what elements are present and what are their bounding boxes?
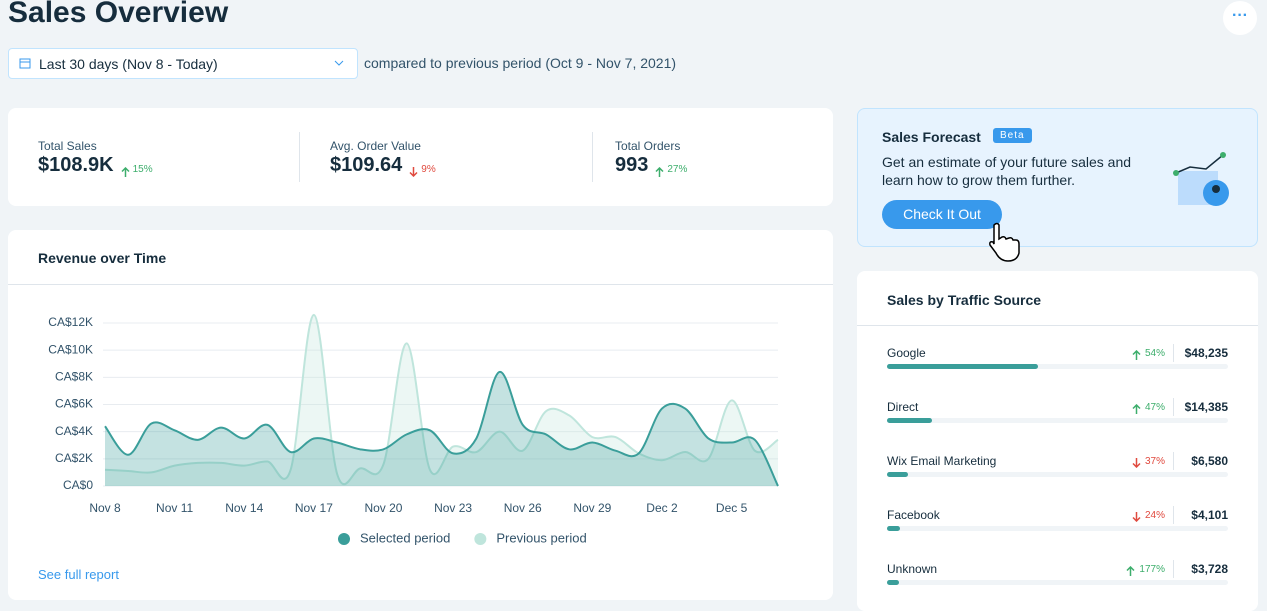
source-amount: $6,580 [1191,454,1228,468]
y-tick-label: CA$10K [48,342,93,356]
traffic-card: Sales by Traffic Source Google 54% $48,235… [857,271,1258,611]
kpi-change: 9% [421,164,436,175]
divider [8,284,833,285]
kpi-label: Total Orders [615,139,681,153]
bar-track [887,472,1228,477]
full-report-link[interactable]: See full report [38,567,119,582]
y-tick-label: CA$0 [63,478,93,492]
traffic-title: Sales by Traffic Source [887,292,1042,308]
trend-arrow [1132,455,1141,473]
more-button[interactable]: ··· [1223,1,1257,35]
legend-marker [474,533,487,545]
source-name: Facebook [887,508,940,522]
source-name: Unknown [887,562,938,576]
kpi-value: $108.9K [38,154,114,176]
kpi-card: Total Sales $108.9K 15% Avg. Order Value $10… [8,108,833,206]
x-tick-label: Nov 23 [434,501,472,515]
divider [857,325,1258,326]
source-amount: $48,235 [1184,346,1228,360]
separator [1173,344,1174,362]
share-bar [887,472,908,477]
forecast-card: Sales Forecast Beta Get an estimate of y… [857,108,1258,262]
date-range: Last 30 days (Nov 8 - Today) [39,56,218,72]
kpi-change: 15% [132,164,153,175]
source-change: 47% [1144,402,1165,413]
trend-arrow [1126,563,1135,581]
date-dropdown[interactable]: Last 30 days (Nov 8 - Today) [8,48,358,79]
series-line [104,370,779,487]
x-tick-label: Nov 14 [225,501,263,515]
trend-arrow [655,164,664,182]
legend-label: Previous period [496,530,586,545]
legend-label: Selected period [360,530,450,545]
kpi-change: 27% [667,164,688,175]
share-bar [887,580,899,585]
source-change: 24% [1144,510,1165,521]
source-name: Wix Email Marketing [887,454,997,468]
trend-arrow [1132,509,1141,527]
chevron [334,60,344,66]
trend-arrow [121,164,130,182]
source-amount: $14,385 [1184,400,1228,414]
y-tick-label: CA$12K [48,315,93,329]
kpi-label: Avg. Order Value [330,139,421,153]
legend-marker [338,533,350,545]
area-fill [105,371,778,486]
share-bar [887,526,900,531]
trend-arrow [409,164,418,182]
bar-track [887,364,1228,369]
source-change: 177% [1139,564,1165,575]
separator [1173,506,1174,524]
kpi-value: $109.64 [330,154,403,176]
bar-track [887,418,1228,423]
x-tick-label: Nov 8 [89,501,121,515]
source-amount: $3,728 [1191,562,1228,576]
x-tick-label: Nov 26 [504,501,542,515]
forecast-illustration [1173,152,1229,206]
source-change: 37% [1144,456,1165,467]
x-tick-label: Dec 5 [716,501,748,515]
kpi-divider [592,132,593,182]
comparison-text: compared to previous period (Oct 9 - Nov… [364,55,677,71]
y-tick-label: CA$4K [55,424,93,438]
forecast-text: Get an estimate of your future sales and… [882,154,1132,188]
x-tick-label: Nov 11 [156,501,193,515]
x-tick-label: Dec 2 [646,501,678,515]
series-line [104,313,779,486]
y-tick-label: CA$2K [55,451,93,465]
bar-track [887,580,1228,585]
source-name: Google [887,346,926,360]
page-title: Sales Overview [8,0,229,29]
y-tick-label: CA$8K [55,370,93,384]
kpi-value: 993 [615,154,649,176]
kpi-label: Total Sales [38,139,97,153]
source-change: 54% [1144,348,1165,359]
source-name: Direct [887,400,919,414]
bar-track [887,526,1228,531]
trend-arrow [1132,401,1141,419]
beta-badge: Beta [993,128,1032,143]
forecast-title: Sales Forecast [882,129,981,145]
source-amount: $4,101 [1191,508,1228,522]
x-tick-label: Nov 29 [573,501,611,515]
kpi-divider [299,132,300,182]
calendar-icon [19,58,31,69]
check-it-out-button[interactable]: Check It Out [882,200,1002,229]
revenue-chart: CA$0 CA$2K CA$4K CA$6K CA$8K CA$10K CA$12K Nov … [48,313,779,545]
separator [1173,452,1174,470]
separator [1173,398,1174,416]
x-tick-label: Nov 17 [295,501,333,515]
x-tick-label: Nov 20 [364,501,402,515]
trend-arrow [1132,347,1141,365]
y-tick-label: CA$6K [55,397,93,411]
share-bar [887,364,1038,369]
chart-title: Revenue over Time [38,250,167,266]
area-fill [105,314,778,486]
share-bar [887,418,933,423]
hand-cursor [989,222,1020,262]
separator [1173,560,1174,578]
